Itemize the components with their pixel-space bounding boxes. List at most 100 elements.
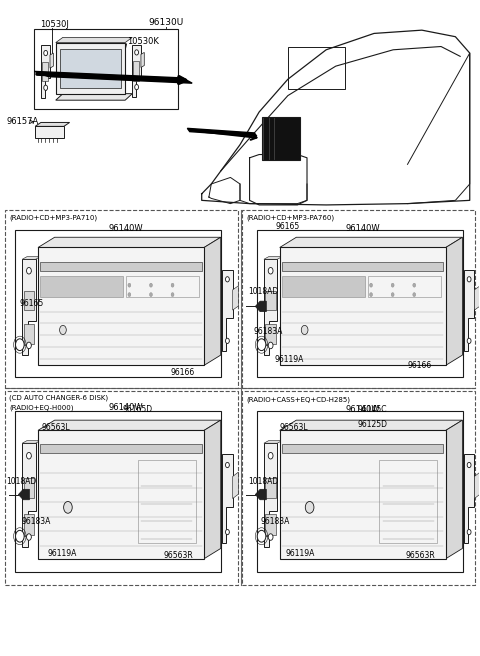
Polygon shape <box>22 259 36 355</box>
Bar <box>282 262 444 271</box>
Text: (RADIO+CD+MP3-PA760): (RADIO+CD+MP3-PA760) <box>246 215 335 221</box>
Circle shape <box>128 283 131 287</box>
Polygon shape <box>56 94 132 100</box>
Text: 96166: 96166 <box>170 368 195 377</box>
Polygon shape <box>255 489 266 500</box>
Bar <box>15 411 221 571</box>
Circle shape <box>467 462 471 468</box>
Polygon shape <box>22 441 40 443</box>
Bar <box>24 324 34 344</box>
Polygon shape <box>280 420 462 430</box>
Text: 96165D: 96165D <box>123 405 153 415</box>
Circle shape <box>268 268 273 274</box>
Bar <box>38 247 204 365</box>
Circle shape <box>26 268 31 274</box>
Text: 96183A: 96183A <box>21 517 51 525</box>
Circle shape <box>64 501 72 513</box>
Text: 96563R: 96563R <box>163 551 193 560</box>
Text: 96119A: 96119A <box>286 549 315 558</box>
Polygon shape <box>446 420 462 559</box>
Text: 96130U: 96130U <box>148 18 183 27</box>
Circle shape <box>226 338 229 344</box>
Polygon shape <box>18 489 29 500</box>
Text: 96183A: 96183A <box>260 517 289 525</box>
Circle shape <box>26 342 31 349</box>
Circle shape <box>26 453 31 459</box>
Bar <box>24 478 34 499</box>
Bar <box>24 291 34 310</box>
Bar <box>24 514 34 535</box>
Bar <box>257 411 463 571</box>
Circle shape <box>150 293 152 297</box>
Polygon shape <box>264 256 282 259</box>
Bar <box>368 276 441 297</box>
Circle shape <box>135 85 139 90</box>
Circle shape <box>135 50 139 55</box>
Polygon shape <box>132 45 141 97</box>
Bar <box>5 210 238 388</box>
Circle shape <box>413 293 416 297</box>
Circle shape <box>15 530 24 542</box>
Bar <box>280 247 446 365</box>
Circle shape <box>391 283 394 287</box>
Polygon shape <box>280 237 462 247</box>
Polygon shape <box>187 129 257 136</box>
Circle shape <box>226 277 229 282</box>
Bar <box>133 61 139 81</box>
Bar <box>34 29 178 109</box>
Bar <box>40 276 123 297</box>
Circle shape <box>226 529 229 535</box>
Text: 96563L: 96563L <box>279 423 308 432</box>
Text: 96157A: 96157A <box>6 117 39 127</box>
Polygon shape <box>264 259 277 355</box>
Polygon shape <box>22 256 40 259</box>
Text: 1018AD: 1018AD <box>249 287 279 297</box>
Bar <box>282 445 444 453</box>
Bar <box>38 430 204 559</box>
Circle shape <box>128 293 131 297</box>
Circle shape <box>467 277 471 282</box>
Bar <box>40 445 202 453</box>
Polygon shape <box>204 420 221 559</box>
Polygon shape <box>446 237 462 365</box>
Polygon shape <box>41 45 50 98</box>
Bar <box>265 478 276 499</box>
Bar <box>42 62 48 81</box>
Text: 1018AD: 1018AD <box>6 478 36 486</box>
Polygon shape <box>56 37 132 43</box>
Polygon shape <box>464 270 474 350</box>
Polygon shape <box>38 237 221 247</box>
Polygon shape <box>222 455 233 543</box>
Bar <box>265 324 276 344</box>
Bar <box>288 47 345 89</box>
Bar <box>242 392 475 584</box>
Bar <box>242 210 475 388</box>
Bar <box>126 276 199 297</box>
Text: (CD AUTO CHANGER-6 DISK): (CD AUTO CHANGER-6 DISK) <box>9 395 108 401</box>
Circle shape <box>467 529 471 535</box>
Text: 96140W: 96140W <box>346 405 381 415</box>
Polygon shape <box>50 53 53 68</box>
Polygon shape <box>264 443 277 548</box>
Circle shape <box>301 325 308 335</box>
Bar <box>15 230 221 377</box>
Circle shape <box>467 338 471 344</box>
Circle shape <box>171 293 174 297</box>
Text: (RADIO+EQ-H000): (RADIO+EQ-H000) <box>9 405 74 411</box>
Polygon shape <box>464 455 474 543</box>
Polygon shape <box>22 443 36 548</box>
Circle shape <box>257 530 266 542</box>
Bar <box>56 43 125 94</box>
Text: 96183A: 96183A <box>253 327 283 336</box>
Bar <box>5 392 238 584</box>
Circle shape <box>26 534 31 541</box>
Circle shape <box>268 453 273 459</box>
Polygon shape <box>38 420 221 430</box>
Text: 10530J: 10530J <box>40 20 69 29</box>
Bar <box>280 430 446 559</box>
Circle shape <box>391 293 394 297</box>
Text: 96563R: 96563R <box>405 551 435 560</box>
Polygon shape <box>141 52 144 68</box>
Polygon shape <box>34 72 192 83</box>
Text: 96119A: 96119A <box>48 549 77 558</box>
